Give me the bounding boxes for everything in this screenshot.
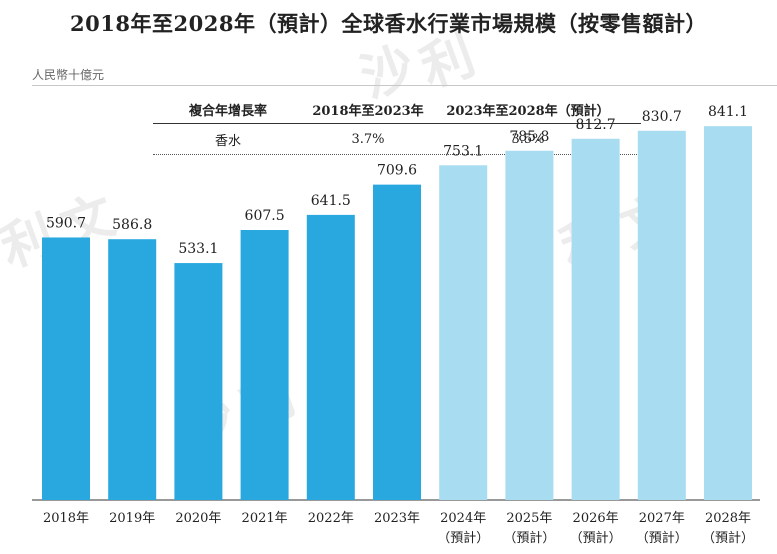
x-tick-label: 2024年 xyxy=(440,511,486,526)
cagr-row-value-1: 3.7% xyxy=(351,131,385,147)
bar-2025年 xyxy=(505,150,554,500)
x-tick-label: 2019年 xyxy=(109,511,155,526)
cagr-row: 香水 3.7% 3.5% xyxy=(153,124,641,155)
chart-title: 2018年至2028年（預計）全球香水行業市場規模（按零售額計） xyxy=(70,11,707,36)
value-label: 709.6 xyxy=(377,163,417,179)
value-label: 785.8 xyxy=(509,129,549,145)
x-tick-label: 2021年 xyxy=(242,511,288,526)
bar-2022年 xyxy=(306,214,355,500)
value-label: 590.7 xyxy=(46,215,86,231)
x-tick-label: 2028年 xyxy=(705,511,751,526)
cagr-header-row: 複合年增長率 2018年至2023年 2023年至2028年（預計） xyxy=(153,96,641,124)
bar-2024年 xyxy=(439,165,488,501)
cagr-row-value-2: 3.5% xyxy=(511,131,545,147)
x-tick-label: 2018年 xyxy=(43,511,89,526)
value-label: 841.1 xyxy=(708,104,748,120)
cagr-row-label: 香水 xyxy=(214,133,241,149)
cagr-header-label: 複合年增長率 xyxy=(188,104,267,119)
unit-label: 人民幣十億元 xyxy=(32,68,105,82)
bar-2028年 xyxy=(704,126,752,500)
unit-divider xyxy=(32,85,777,86)
bar-2023年 xyxy=(373,184,421,500)
x-tick-label: 2027年 xyxy=(639,511,685,526)
cagr-header-period-1: 2018年至2023年 xyxy=(312,104,424,119)
bar-2019年 xyxy=(108,239,157,500)
x-tick-label: 2022年 xyxy=(308,511,354,526)
x-tick-sublabel: （預計） xyxy=(702,530,754,546)
x-tick-label: 2023年 xyxy=(374,511,420,526)
bar-2018年 xyxy=(42,237,90,500)
x-tick-sublabel: （預計） xyxy=(503,530,555,546)
value-label: 586.8 xyxy=(112,217,152,233)
x-tick-label: 2026年 xyxy=(573,511,619,526)
x-tick-label: 2025年 xyxy=(506,511,552,526)
x-tick-label: 2020年 xyxy=(175,511,221,526)
bar-2027年 xyxy=(637,130,686,501)
value-label: 753.1 xyxy=(443,143,483,159)
bar-2021年 xyxy=(240,230,289,500)
bar-2026年 xyxy=(571,138,620,501)
cagr-table: 複合年增長率 2018年至2023年 2023年至2028年（預計） 香水 3.… xyxy=(153,96,641,155)
value-label: 641.5 xyxy=(311,193,351,209)
bar-2020年 xyxy=(174,263,223,500)
x-tick-sublabel: （預計） xyxy=(636,530,688,546)
value-label: 607.5 xyxy=(245,208,285,224)
x-tick-sublabel: （預計） xyxy=(437,530,489,546)
value-label: 533.1 xyxy=(178,241,218,257)
value-label: 812.7 xyxy=(576,117,616,133)
cagr-header-period-2: 2023年至2028年（預計） xyxy=(446,104,610,119)
value-label: 830.7 xyxy=(642,109,682,125)
x-tick-sublabel: （預計） xyxy=(570,530,622,546)
